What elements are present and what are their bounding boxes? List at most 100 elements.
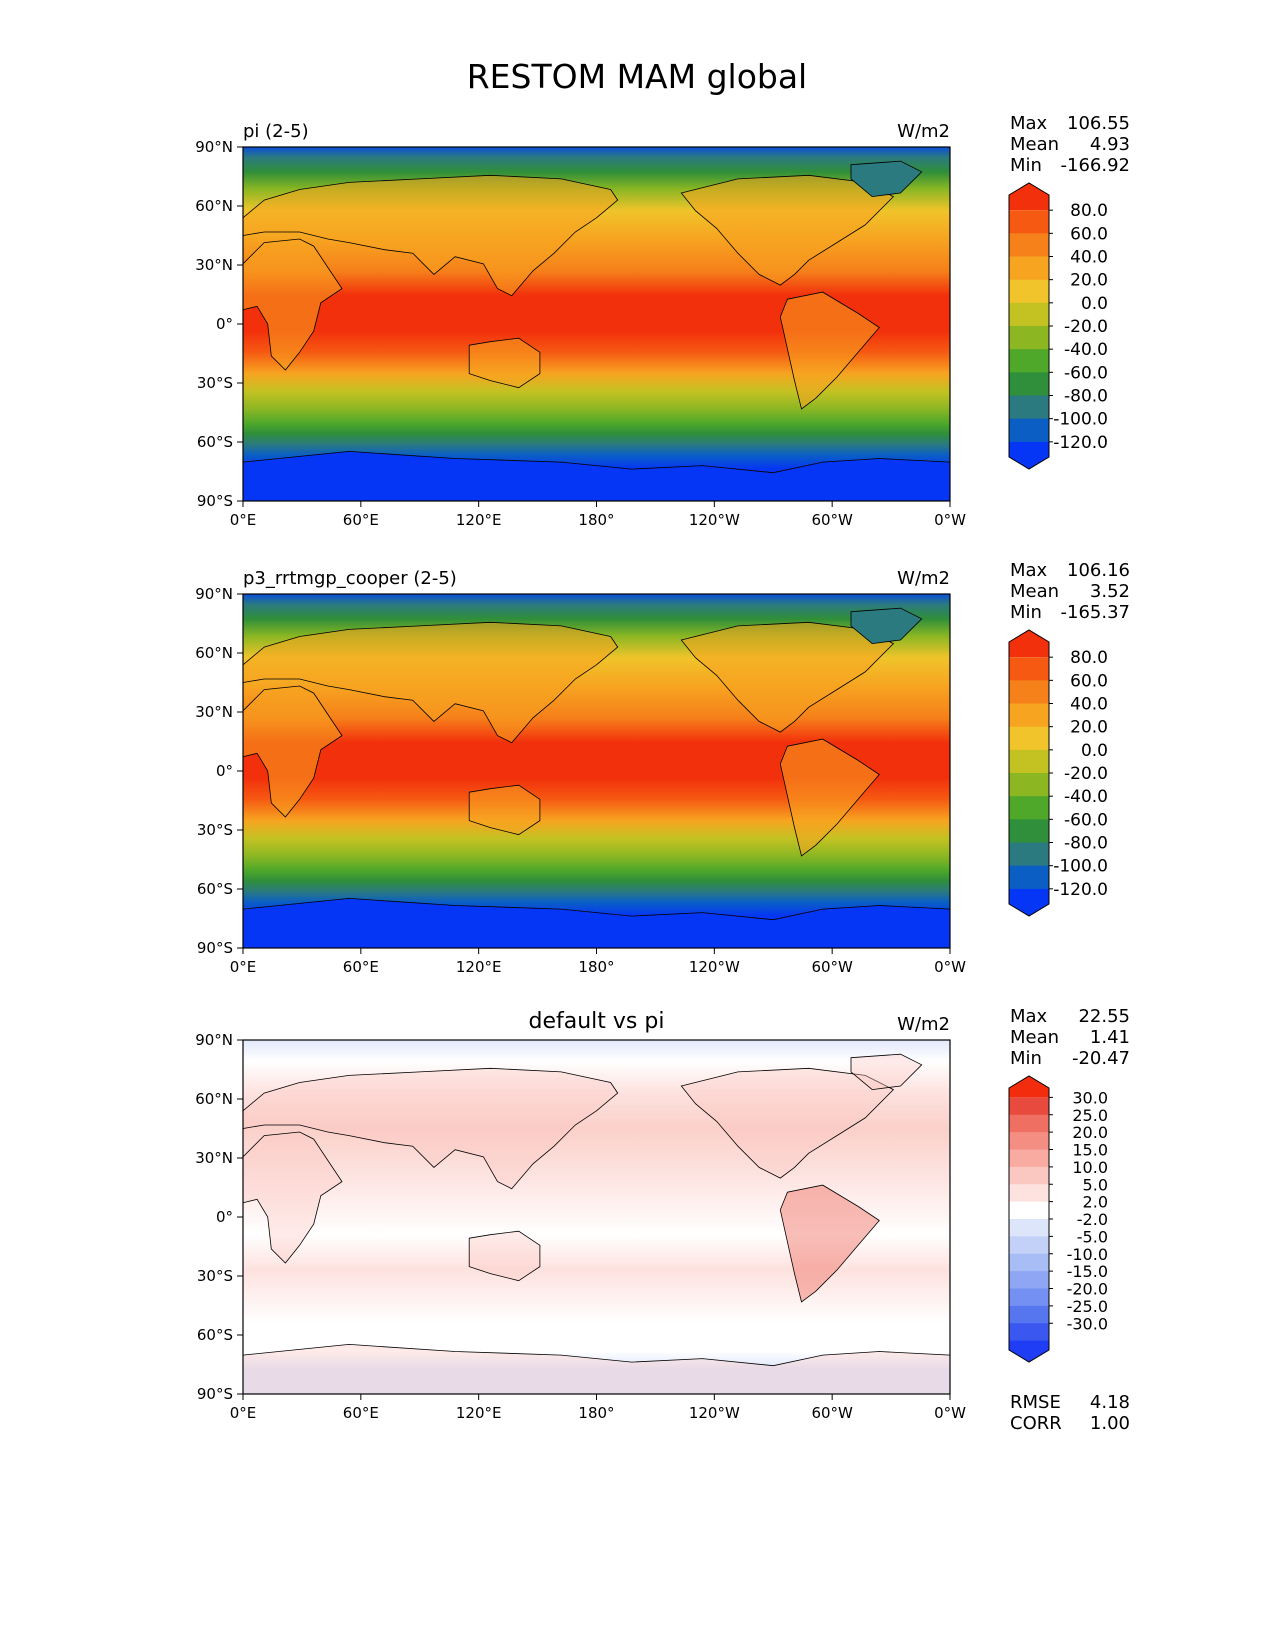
colorbar-label: 40.0 [1070, 248, 1108, 268]
colorbar-label: 20.0 [1070, 271, 1108, 291]
colorbar-cell [1009, 796, 1049, 820]
lat-tick-label: 30°S [197, 1267, 233, 1285]
colorbar-extend-top [1009, 1076, 1049, 1098]
lon-tick-label: 120°W [689, 958, 740, 976]
stat-value: 22.55 [1078, 1006, 1130, 1027]
lon-tick-label: 0°E [230, 511, 257, 529]
continent-outline [850, 160, 923, 198]
colorbar-label: 2.0 [1083, 1193, 1108, 1212]
colorbar-label: 80.0 [1070, 648, 1108, 668]
colorbar-cell [1009, 1323, 1049, 1342]
lon-tick-label: 0°W [934, 511, 966, 529]
panel-difference: default vs pi W/m2 90°N 60°N 30°N 0° 30°S 60°S 9… [195, 1006, 1130, 1434]
colorbar-outline [1008, 182, 1050, 470]
lon-tick-label: 120°E [456, 958, 502, 976]
lon-tick-label: 120°W [689, 1404, 740, 1422]
colorbar-extend-top [1009, 630, 1049, 658]
continent-outline [242, 685, 343, 818]
lat-tick-label: 90°N [195, 1031, 233, 1049]
lat-tick-label: 30°N [195, 256, 233, 274]
stat-value: 106.16 [1067, 560, 1130, 581]
colorbar-label: 25.0 [1072, 1106, 1108, 1125]
colorbar-cell [1009, 703, 1049, 728]
stat-value: 4.93 [1090, 134, 1130, 155]
colorbar-label: -15.0 [1067, 1262, 1108, 1281]
colorbar-cell [1009, 1201, 1049, 1220]
lat-tick-label: 90°N [195, 138, 233, 156]
continent-outline [242, 1131, 343, 1264]
colorbar-label: -100.0 [1053, 857, 1108, 877]
panel-title-center: default vs pi [529, 1009, 665, 1034]
colorbar-cell [1009, 279, 1049, 304]
colorbar-label: -120.0 [1053, 880, 1108, 900]
lon-tick-label: 120°E [456, 1404, 502, 1422]
lat-tick-label: 90°S [197, 1385, 233, 1403]
colorbar-label: 40.0 [1070, 695, 1108, 715]
colorbar-cell [1009, 1288, 1049, 1307]
panel-units: W/m2 [897, 568, 950, 589]
map-field [243, 1040, 950, 1394]
panel-units: W/m2 [897, 121, 950, 142]
stat-value: -165.37 [1061, 602, 1130, 623]
colorbar-label: 80.0 [1070, 201, 1108, 221]
colorbar-cell [1009, 395, 1049, 420]
colorbar-cell [1009, 819, 1049, 843]
colorbar-cell [1009, 302, 1049, 327]
lat-tick-label: 90°S [197, 492, 233, 510]
colorbar-label: -60.0 [1064, 810, 1108, 830]
continent-outline [779, 1184, 880, 1303]
colorbar-label: 30.0 [1072, 1088, 1108, 1107]
lat-tick-label: 0° [216, 762, 233, 780]
stat-label: Max [1010, 1006, 1048, 1027]
lon-tick-label: 0°W [934, 1404, 966, 1422]
colorbar-cell [1009, 842, 1049, 867]
stat-label: Min [1010, 155, 1042, 176]
colorbar-extend-bottom [1009, 888, 1049, 916]
lon-tick-label: 0°E [230, 958, 257, 976]
extra-stat-label: RMSE [1010, 1392, 1061, 1413]
continent-outline [242, 174, 619, 297]
extra-stat-value: 4.18 [1090, 1392, 1130, 1413]
lat-tick-label: 60°S [197, 1326, 233, 1344]
colorbar-label: -20.0 [1064, 317, 1108, 337]
colorbar-cell [1009, 680, 1049, 704]
colorbar-label: -25.0 [1067, 1297, 1108, 1316]
colorbar-cell [1009, 418, 1049, 443]
stat-label: Min [1010, 1048, 1042, 1069]
continent-outline [242, 238, 343, 371]
lon-tick-label: 60°W [811, 958, 853, 976]
continent-outline [680, 621, 895, 733]
lat-tick-label: 30°S [197, 374, 233, 392]
lon-tick-label: 60°W [811, 1404, 853, 1422]
stat-label: Mean [1010, 581, 1059, 602]
lat-tick-label: 90°S [197, 939, 233, 957]
colorbar-label: 60.0 [1070, 224, 1108, 244]
colorbar-cell [1009, 1132, 1049, 1150]
colorbar-cell [1009, 657, 1049, 681]
lat-tick-label: 60°N [195, 644, 233, 662]
lon-tick-label: 60°E [343, 511, 379, 529]
colorbar-label: -120.0 [1053, 433, 1108, 453]
continent-outline [468, 784, 541, 836]
lat-tick-label: 90°N [195, 585, 233, 603]
extra-stat-value: 1.00 [1090, 1413, 1130, 1434]
colorbar-cell [1009, 349, 1049, 373]
colorbar-cell [1009, 1149, 1049, 1168]
stat-value: 106.55 [1067, 113, 1130, 134]
continent-outline [779, 291, 880, 410]
colorbar-cell [1009, 865, 1049, 890]
colorbar-cell [1009, 1184, 1049, 1203]
stat-label: Min [1010, 602, 1042, 623]
colorbar-label: 10.0 [1072, 1158, 1108, 1177]
figure-title: RESTOM MAM global [467, 57, 807, 96]
colorbar-extend-top [1009, 183, 1049, 211]
colorbar-cell [1009, 749, 1049, 774]
panel-units: W/m2 [897, 1014, 950, 1035]
colorbar-label: 20.0 [1072, 1123, 1108, 1142]
colorbar-extend-bottom [1009, 441, 1049, 469]
colorbar-cell [1009, 210, 1049, 234]
colorbar-label: -40.0 [1064, 340, 1108, 360]
lon-tick-label: 120°W [689, 511, 740, 529]
stat-label: Mean [1010, 1027, 1059, 1048]
stat-value: -20.47 [1072, 1048, 1130, 1069]
